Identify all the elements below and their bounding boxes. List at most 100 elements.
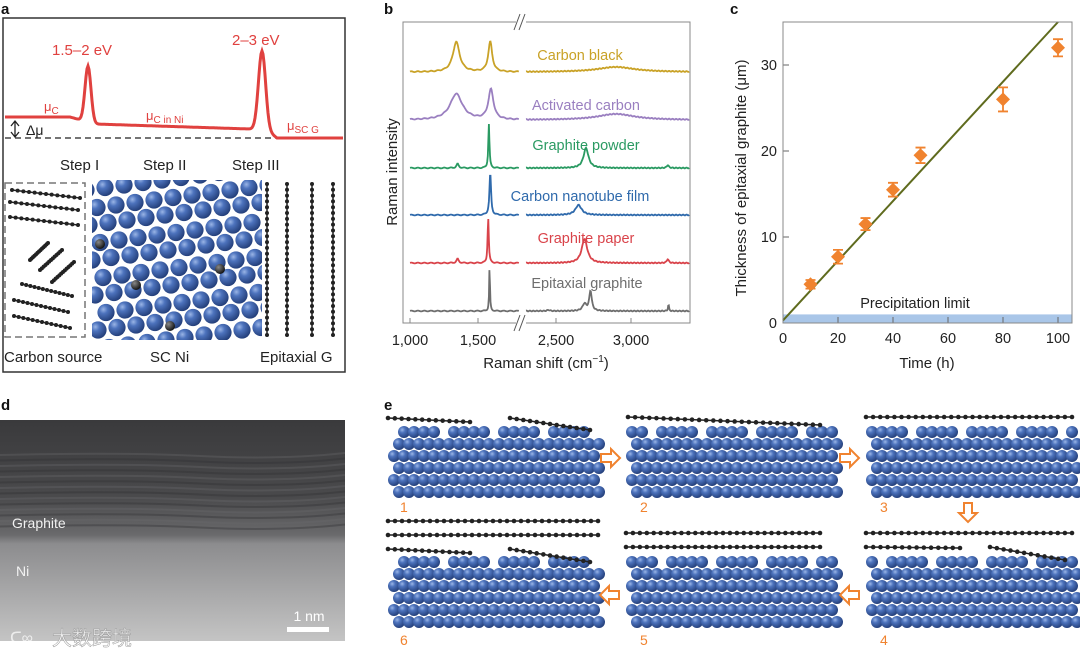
ni-atom (1001, 462, 1013, 474)
ni-atom (132, 263, 150, 282)
ni-atom (183, 186, 201, 204)
ni-atom (388, 604, 400, 616)
graphite-layer-fringe (0, 479, 345, 486)
ni-atom (651, 616, 663, 628)
ni-atom (686, 474, 698, 486)
ni-atom (826, 604, 838, 616)
carbon-atom (30, 302, 34, 306)
ni-atom (666, 426, 678, 438)
carbon-atom (692, 544, 698, 550)
ni-atom (786, 426, 798, 438)
ni-atom (991, 592, 1003, 604)
c-y-tick-label: 0 (769, 316, 777, 332)
ni-atom (213, 198, 231, 217)
ni-atom (691, 438, 703, 450)
carbon-atom (406, 416, 411, 422)
carbon-atom (476, 518, 482, 524)
data-point (831, 249, 845, 264)
ni-atom (388, 450, 400, 462)
ni-atom (976, 580, 988, 592)
graphite-layer-fringe (0, 474, 345, 481)
ni-atom (238, 266, 256, 284)
ni-atom (666, 556, 678, 568)
carbon-atom (49, 289, 54, 293)
carbon-atom (285, 216, 289, 221)
ni-atom (951, 486, 963, 498)
ni-atom (946, 450, 958, 462)
ni-atom (473, 486, 485, 498)
ni-atom (901, 486, 913, 498)
carbon-atom (567, 532, 573, 538)
ni-atom (776, 556, 788, 568)
carbon-atom (936, 545, 941, 551)
ni-atom (966, 426, 978, 438)
carbon-atom (507, 415, 513, 421)
growth-step-label: 2 (640, 499, 648, 515)
ni-atom (791, 486, 803, 498)
ni-atom (221, 181, 239, 199)
ni-atom (205, 218, 223, 237)
carbon-atom (433, 418, 439, 423)
ni-atom (157, 331, 175, 340)
carbon-atom (310, 182, 314, 186)
ni-atom (403, 616, 415, 628)
carbon-atom (285, 257, 289, 262)
carbon-atom (913, 530, 919, 536)
ni-atom (981, 592, 993, 604)
carbon-atom (776, 530, 781, 536)
carbon-atom (265, 245, 269, 250)
carbon-atom (331, 286, 335, 291)
ni-atom (986, 604, 998, 616)
carbon-atom (796, 530, 802, 536)
ni-atom (146, 313, 164, 332)
ni-atom (876, 450, 888, 462)
precipitation-limit-label: Precipitation limit (860, 296, 970, 312)
carbon-atom (30, 318, 35, 322)
arrow-right-icon (839, 446, 861, 470)
carbon-atom (514, 416, 519, 422)
carbon-atom (1034, 414, 1039, 420)
ni-atom (756, 450, 768, 462)
ni-atom (816, 450, 828, 462)
ni-atom (137, 208, 155, 227)
ni-atom (118, 211, 136, 229)
ni-atom (816, 580, 828, 592)
carbon-atom (977, 414, 982, 420)
ni-atom (961, 438, 973, 450)
ni-atom (428, 474, 440, 486)
carbon-atom (165, 321, 175, 331)
arrow-left-icon (838, 583, 860, 607)
ni-atom (1021, 486, 1033, 498)
ni-atom (676, 426, 688, 438)
ni-atom (671, 462, 683, 474)
carbon-atom (406, 518, 412, 524)
ni-atom (886, 474, 898, 486)
ni-atom (573, 438, 585, 450)
carbon-atom (1048, 414, 1053, 420)
ni-atom (661, 486, 673, 498)
ni-atom (701, 592, 713, 604)
ni-atom (159, 241, 177, 259)
carbon-atom (310, 216, 314, 221)
ni-atom (956, 604, 968, 616)
ni-atom (676, 580, 688, 592)
ni-atom (806, 426, 818, 438)
ni-atom (641, 616, 653, 628)
carbon-atom (1041, 414, 1046, 420)
ni-atom (162, 276, 180, 294)
c-x-tick-label: 20 (830, 331, 846, 347)
c-x-tick-label: 0 (779, 331, 787, 347)
carbon-atom (1012, 530, 1018, 536)
ni-atom (548, 474, 560, 486)
ni-atom (946, 474, 958, 486)
carbon-atom (331, 199, 335, 204)
ni-label: Ni (16, 563, 29, 579)
carbon-atom (8, 215, 12, 219)
ni-atom (936, 474, 948, 486)
ni-atom (881, 486, 893, 498)
ni-atom (826, 450, 838, 462)
ni-atom (821, 592, 833, 604)
ni-atom (463, 568, 475, 580)
ni-atom (1026, 426, 1038, 438)
